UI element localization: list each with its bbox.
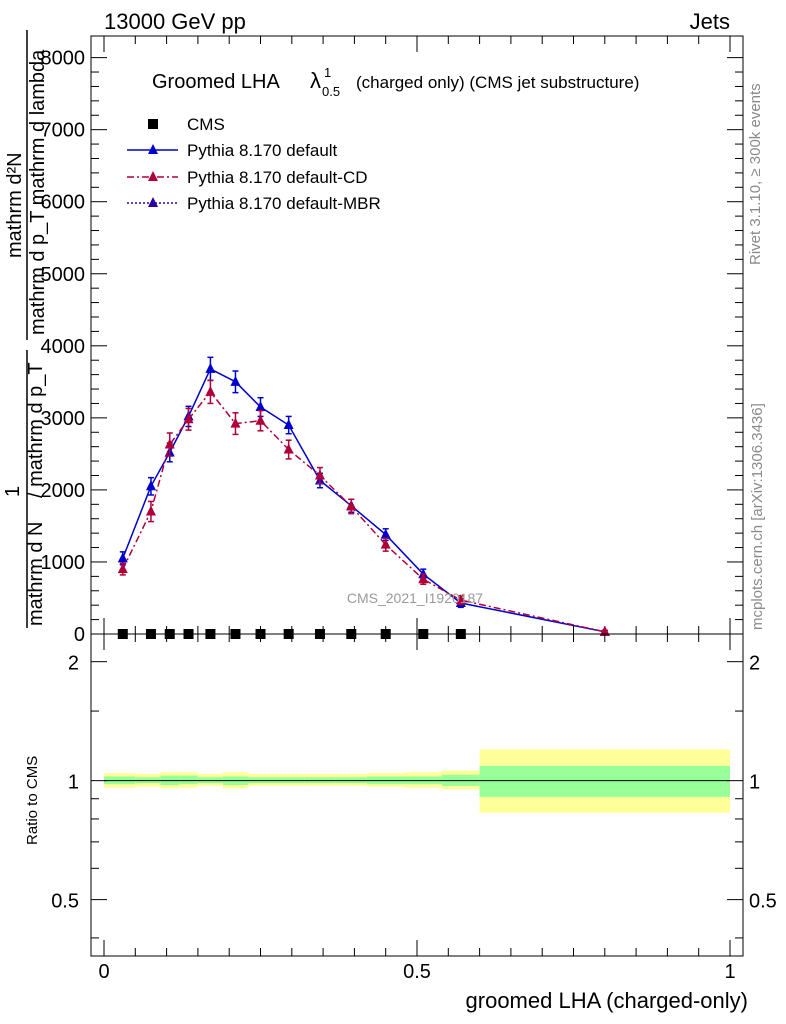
main-ylabel: mathrm d²N mathrm d p_T mathrm d lambda …	[2, 30, 49, 628]
series-marker-2	[255, 414, 266, 425]
main-y-tick-label: 4000	[41, 336, 86, 358]
ratio-plot-area	[104, 749, 730, 813]
title-lambda: λ	[310, 68, 321, 93]
x-tick-label: 0.5	[403, 961, 431, 983]
series-marker-2	[418, 573, 429, 584]
series-marker-1	[418, 568, 429, 579]
series-marker-2	[117, 563, 128, 574]
ylabel-prefix: 1	[2, 486, 24, 497]
series-marker-2	[283, 443, 294, 454]
x-tick-label: 1	[724, 961, 735, 983]
series-marker-2	[380, 538, 391, 549]
series-marker-2	[145, 505, 156, 516]
legend-label-cms: CMS	[187, 115, 225, 134]
ratio-inner-band	[179, 775, 198, 785]
analysis-watermark: CMS_2021_I1920187	[347, 590, 483, 606]
main-y-tick-label: 5000	[41, 264, 86, 286]
series-marker-1	[230, 375, 241, 386]
title-main: Groomed LHA	[152, 71, 280, 93]
header-left: 13000 GeV pp	[104, 9, 246, 34]
title-rest: (charged only) (CMS jet substructure)	[356, 73, 639, 92]
series-marker-2	[164, 438, 175, 449]
series-marker-2	[346, 500, 357, 511]
main-y-tick-label: 8000	[41, 48, 86, 70]
main-y-tick-label: 1000	[41, 552, 86, 574]
series-marker-1	[117, 552, 128, 563]
series-line-2	[122, 390, 605, 633]
series-marker-2	[205, 385, 216, 396]
plot-title: Groomed LHA λ 1 0.5 (charged only) (CMS …	[152, 65, 639, 99]
legend: CMS Pythia 8.170 default Pythia 8.170 de…	[127, 115, 381, 213]
ratio-y-tick-label: 2	[68, 653, 79, 675]
legend-marker-default	[148, 144, 158, 154]
series-marker-2	[599, 625, 610, 636]
ratio-y-tick-label-right: 0.5	[749, 891, 777, 913]
title-sup: 1	[324, 65, 331, 80]
x-tick-label: 0	[98, 961, 109, 983]
series-marker-2	[314, 469, 325, 480]
series-marker-2	[230, 417, 241, 428]
legend-label-default: Pythia 8.170 default	[187, 141, 338, 160]
main-y-tick-label: 3000	[41, 408, 86, 430]
ratio-y-tick-label: 1	[68, 772, 79, 794]
legend-label-default-cd: Pythia 8.170 default-CD	[187, 168, 368, 187]
ylabel-denominator-2: / mathrm d p_T	[25, 362, 47, 498]
main-y-tick-label: 0	[74, 624, 85, 646]
title-sub: 0.5	[322, 84, 340, 99]
ratio-y-tick-label-right: 2	[749, 653, 760, 675]
legend-marker-default-mbr	[148, 197, 158, 207]
series-marker-1	[283, 419, 294, 430]
main-y-tick-label: 6000	[41, 192, 86, 214]
series-marker-2	[455, 594, 466, 605]
ratio-inner-band	[479, 765, 730, 797]
side-label-mcplots: mcplots.cern.ch [arXiv:1306.3436]	[749, 403, 766, 630]
series-marker-1	[205, 362, 216, 373]
main-y-tick-label: 2000	[41, 480, 86, 502]
series-marker-1	[145, 480, 156, 491]
main-y-ticks: 0 1000 2000 3000 4000 5000 6000 7000 8000	[41, 36, 743, 646]
series-marker-2	[183, 413, 194, 424]
x-axis-label: groomed LHA (charged-only)	[466, 988, 748, 1013]
side-label-rivet: Rivet 3.1.10, ≥ 300k events	[747, 83, 764, 265]
ratio-y-tick-label: 0.5	[51, 891, 79, 913]
legend-marker-default-cd	[148, 171, 158, 181]
legend-label-default-mbr: Pythia 8.170 default-MBR	[187, 194, 381, 213]
ylabel-denominator: mathrm d N	[25, 522, 47, 626]
series-marker-1	[380, 528, 391, 539]
ratio-ticks: 0.5 0.5 1 1 2 2 0 0.5 1	[51, 634, 777, 983]
legend-marker-cms	[148, 119, 158, 129]
ylabel-numerator: mathrm d²N	[4, 152, 26, 258]
ylabel-numerator-2: mathrm d p_T mathrm d lambda	[27, 49, 49, 335]
header-right: Jets	[690, 9, 730, 34]
ratio-ylabel: Ratio to CMS	[24, 756, 41, 845]
ratio-y-tick-label-right: 1	[749, 772, 760, 794]
main-y-tick-label: 7000	[41, 120, 86, 142]
series-marker-1	[255, 401, 266, 412]
